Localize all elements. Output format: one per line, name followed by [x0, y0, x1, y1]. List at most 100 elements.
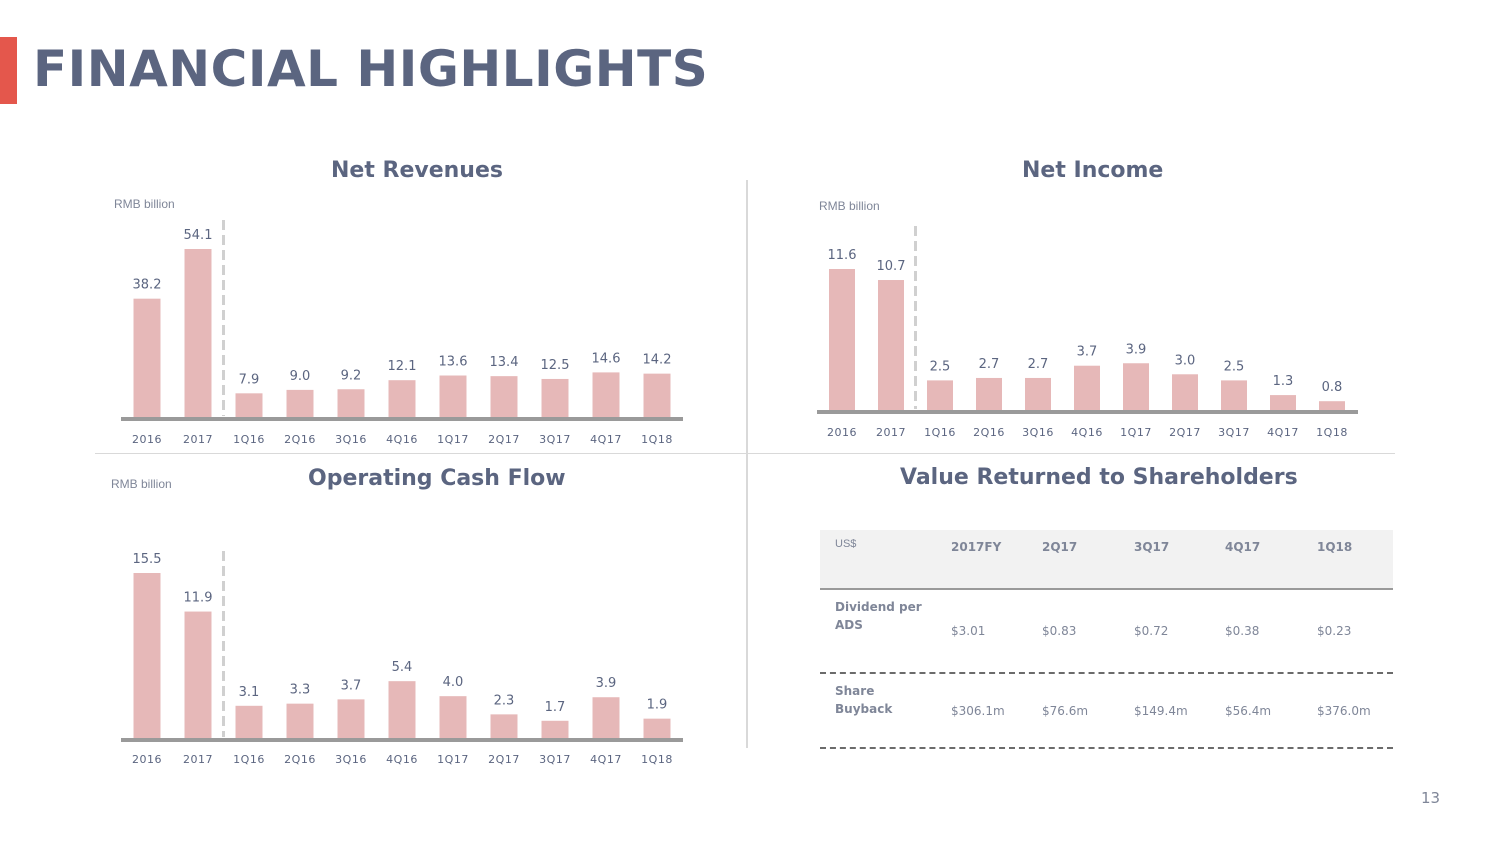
net-revenues-bar — [490, 376, 518, 418]
net-revenues-bar — [235, 393, 263, 418]
column-header: 2017FY — [951, 540, 1002, 554]
table-cell: $306.1m — [951, 704, 1005, 718]
table-header-row: US$ 2017FY 2Q17 3Q17 4Q17 1Q18 — [820, 530, 1393, 590]
net-income-value-label: 2.7 — [979, 357, 1000, 372]
operating-cash-flow-category-label: 4Q16 — [386, 753, 418, 766]
value-returned-table: US$ 2017FY 2Q17 3Q17 4Q17 1Q18 Dividend … — [820, 530, 1393, 749]
vertical-divider — [746, 180, 748, 748]
table-cell: $0.83 — [1042, 624, 1077, 638]
operating-cash-flow-bar — [490, 714, 518, 739]
page-number: 13 — [1421, 789, 1441, 807]
net-income-bar — [1221, 380, 1247, 411]
operating-cash-flow-bar — [184, 611, 212, 739]
operating-cash-flow-category-label: 2017 — [183, 753, 213, 766]
net-income-value-label: 2.5 — [1224, 359, 1245, 374]
horizontal-divider — [95, 453, 1395, 454]
table-cell: $56.4m — [1225, 704, 1272, 718]
operating-cash-flow-value-label: 3.9 — [596, 676, 617, 691]
operating-cash-flow-bar — [337, 699, 365, 739]
column-header: 3Q17 — [1134, 540, 1170, 554]
net-revenues-bar — [184, 249, 212, 418]
net-revenues-category-label: 1Q16 — [233, 433, 265, 446]
net-revenues-value-label: 7.9 — [239, 372, 260, 387]
net-revenues-bar — [388, 380, 416, 418]
net-revenues-value-label: 14.2 — [643, 353, 672, 368]
table-cell: $0.38 — [1225, 624, 1260, 638]
operating-cash-flow-value-label: 11.9 — [184, 591, 213, 606]
table-cell: $76.6m — [1042, 704, 1089, 718]
table-row: Dividend per ADS $3.01 $0.83 $0.72 $0.38… — [820, 590, 1393, 674]
net-revenues-value-label: 9.2 — [341, 368, 362, 383]
operating-cash-flow-value-label: 5.4 — [392, 660, 413, 675]
net-income-value-label: 11.6 — [828, 248, 857, 263]
table-cell: $0.23 — [1317, 624, 1352, 638]
net-income-value-label: 0.8 — [1322, 380, 1343, 395]
net-revenues-bar — [439, 375, 467, 418]
net-revenues-category-label: 4Q17 — [590, 433, 622, 446]
net-income-category-label: 2017 — [876, 426, 906, 439]
net-income-category-label: 3Q16 — [1022, 426, 1054, 439]
net-income-category-label: 1Q17 — [1120, 426, 1152, 439]
operating-cash-flow-category-label: 2Q17 — [488, 753, 520, 766]
net-revenues-category-label: 2Q16 — [284, 433, 316, 446]
net-revenues-bar — [643, 373, 671, 418]
operating-cash-flow-category-label: 2016 — [132, 753, 162, 766]
net-income-unit: RMB billion — [819, 199, 880, 213]
net-income-category-label: 4Q16 — [1071, 426, 1103, 439]
net-revenues-category-label: 1Q17 — [437, 433, 469, 446]
net-revenues-value-label: 9.0 — [290, 369, 311, 384]
net-income-category-label: 2Q16 — [973, 426, 1005, 439]
net-income-bar — [1319, 401, 1345, 411]
operating-cash-flow-category-label: 2Q16 — [284, 753, 316, 766]
net-income-category-label: 1Q16 — [924, 426, 956, 439]
operating-cash-flow-category-label: 1Q16 — [233, 753, 265, 766]
net-income-bar — [1025, 377, 1051, 411]
net-income-title: Net Income — [1022, 158, 1164, 183]
operating-cash-flow-value-label: 15.5 — [133, 552, 162, 567]
net-revenues-value-label: 12.1 — [388, 359, 417, 374]
net-income-bar — [878, 280, 904, 411]
operating-cash-flow-bar — [592, 697, 620, 739]
operating-cash-flow-category-label: 1Q18 — [641, 753, 673, 766]
operating-cash-flow-bar — [541, 720, 569, 739]
operating-cash-flow-value-label: 3.3 — [290, 683, 311, 698]
operating-cash-flow-bar — [133, 573, 161, 739]
operating-cash-flow-value-label: 4.0 — [443, 675, 464, 690]
operating-cash-flow-value-label: 1.9 — [647, 698, 668, 713]
net-revenues-value-label: 13.4 — [490, 355, 519, 370]
operating-cash-flow-bar — [643, 718, 671, 739]
operating-cash-flow-value-label: 1.7 — [545, 700, 566, 715]
net-revenues-category-label: 3Q17 — [539, 433, 571, 446]
net-income-category-label: 3Q17 — [1218, 426, 1250, 439]
page-title: FINANCIAL HIGHLIGHTS — [33, 40, 709, 98]
table-cell: $376.0m — [1317, 704, 1371, 718]
operating-cash-flow-value-label: 3.1 — [239, 685, 260, 700]
net-revenues-category-label: 2017 — [183, 433, 213, 446]
net-income-bar — [1270, 395, 1296, 411]
table-cell: $3.01 — [951, 624, 986, 638]
net-revenues-category-label: 4Q16 — [386, 433, 418, 446]
net-revenues-value-label: 54.1 — [184, 228, 213, 243]
title-accent-bar — [0, 37, 17, 104]
table-unit-label: US$ — [835, 538, 857, 550]
operating-cash-flow-value-label: 3.7 — [341, 678, 362, 693]
operating-cash-flow-bar — [286, 703, 314, 739]
column-header: 4Q17 — [1225, 540, 1261, 554]
operating-cash-flow-bar — [235, 705, 263, 739]
net-revenues-category-label: 2Q17 — [488, 433, 520, 446]
net-income-bar — [1074, 365, 1100, 411]
net-revenues-title: Net Revenues — [331, 158, 503, 183]
operating-cash-flow-unit: RMB billion — [111, 477, 172, 491]
net-income-value-label: 3.7 — [1077, 345, 1098, 360]
net-income-value-label: 2.7 — [1028, 357, 1049, 372]
net-revenues-bar — [133, 298, 161, 418]
net-revenues-value-label: 38.2 — [133, 278, 162, 293]
net-income-bar — [927, 380, 953, 411]
operating-cash-flow-title: Operating Cash Flow — [308, 466, 566, 491]
net-revenues-bar — [541, 378, 569, 418]
operating-cash-flow-category-label: 4Q17 — [590, 753, 622, 766]
net-income-value-label: 3.9 — [1126, 342, 1147, 357]
